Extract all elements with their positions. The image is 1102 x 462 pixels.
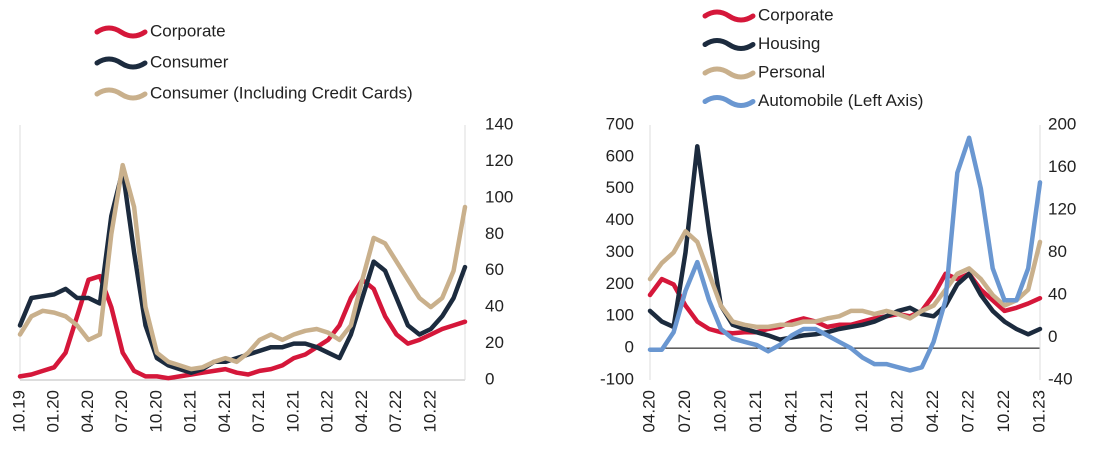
y-tick-label: 40 (485, 297, 504, 316)
legend-swatch (94, 87, 148, 101)
y-tick-label: 0 (485, 369, 494, 388)
x-tick-label: 01.20 (44, 390, 63, 433)
y2-tick-label: 160 (1048, 157, 1076, 176)
legend-label: Consumer (Including Credit Cards) (150, 83, 413, 102)
y-tick-label: 20 (485, 333, 504, 352)
x-tick-label: 01.21 (746, 390, 765, 433)
x-tick-label: 10.21 (283, 390, 302, 433)
x-tick-label: 10.20 (146, 390, 165, 433)
y2-tick-label: 0 (1048, 327, 1057, 346)
y-tick-label: 300 (606, 242, 634, 261)
series-line (17, 273, 468, 381)
legend-swatch (702, 38, 756, 51)
y2-tick-label: 40 (1048, 284, 1067, 303)
x-tick-label: 01.22 (888, 390, 907, 433)
y-tick-label: 400 (606, 210, 634, 229)
x-tick-label: 04.20 (639, 390, 658, 433)
legend-swatch (702, 95, 756, 108)
y2-tick-label: 120 (1048, 199, 1076, 218)
x-tick-label: 07.20 (112, 390, 131, 433)
y-tick-label: 120 (485, 151, 513, 170)
y2-tick-label: 80 (1048, 242, 1067, 261)
y2-tick-label: -40 (1048, 369, 1073, 388)
y-tick-label: 200 (606, 274, 634, 293)
x-tick-label: 07.22 (386, 390, 405, 433)
legend-label: Corporate (150, 21, 226, 40)
x-tick-label: 10.22 (994, 390, 1013, 433)
x-tick-label: 04.22 (352, 390, 371, 433)
y-tick-label: 60 (485, 260, 504, 279)
x-tick-label: 04.21 (215, 390, 234, 433)
series-line (17, 168, 468, 375)
y-tick-label: 700 (606, 114, 634, 133)
y-tick-label: 500 (606, 178, 634, 197)
x-tick-label: 04.20 (78, 390, 97, 433)
legend-swatch (94, 25, 148, 39)
x-tick-label: 10.21 (852, 390, 871, 433)
x-tick-label: 01.23 (1029, 390, 1048, 433)
x-tick-label: 01.22 (318, 390, 337, 433)
x-tick-label: 04.22 (923, 390, 942, 433)
y-tick-label: 600 (606, 146, 634, 165)
y-tick-label: 100 (485, 187, 513, 206)
y-tick-label: 0 (625, 338, 634, 357)
x-tick-label: 10.22 (420, 390, 439, 433)
y-tick-label: 140 (485, 114, 513, 133)
y2-tick-label: 200 (1048, 114, 1076, 133)
x-tick-label: 04.21 (781, 390, 800, 433)
series-line (647, 135, 1043, 373)
legend-label: Corporate (758, 5, 834, 24)
x-tick-label: 07.20 (675, 390, 694, 433)
y-tick-label: 80 (485, 224, 504, 243)
x-tick-label: 10.19 (9, 390, 28, 433)
x-tick-label: 10.20 (710, 390, 729, 433)
series-line (647, 229, 1043, 330)
legend-swatch (94, 56, 148, 70)
y-tick-label: -100 (600, 369, 634, 388)
legend-swatch (702, 66, 756, 80)
x-tick-label: 07.21 (817, 390, 836, 433)
legend-label: Consumer (150, 52, 229, 71)
y-tick-label: 100 (606, 306, 634, 325)
x-tick-label: 01.21 (181, 390, 200, 433)
series-line (17, 162, 468, 372)
legend-label: Personal (758, 62, 825, 81)
series-line (647, 144, 1043, 342)
legend-swatch (702, 9, 756, 23)
x-tick-label: 07.22 (959, 390, 978, 433)
x-tick-label: 07.21 (249, 390, 268, 433)
legend-label: Automobile (Left Axis) (758, 91, 923, 110)
legend-label: Housing (758, 34, 820, 53)
